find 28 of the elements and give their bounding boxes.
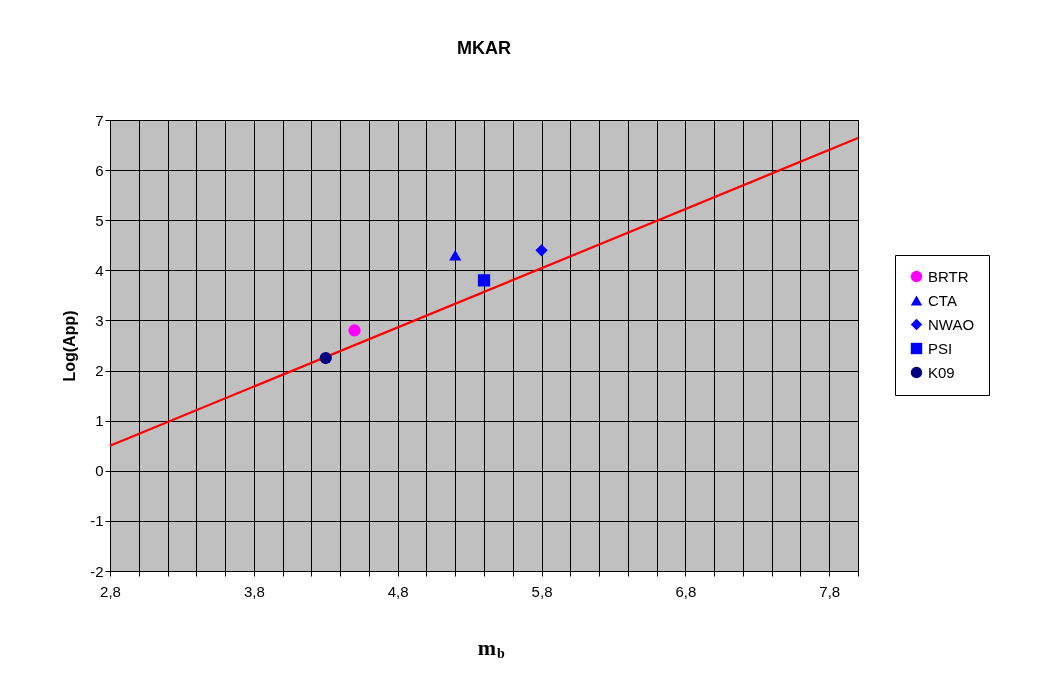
y-tick-label: -1 [90,512,104,530]
legend-label: NWAO [928,315,975,333]
point [535,244,548,257]
y-tick-label: 1 [95,412,104,430]
x-tick-label: 7,8 [819,582,841,600]
y-tick-label: 2 [95,362,104,380]
y-tick-label: 3 [95,311,104,329]
point [348,324,361,337]
y-tick-label: -2 [90,562,104,580]
y-tick-label: 0 [95,462,104,480]
point [449,250,462,261]
y-tick-label: 4 [95,261,104,279]
y-tick-label: 7 [95,111,104,129]
point [319,351,332,365]
legend-label: K09 [928,363,955,381]
legend-label: BRTR [928,267,969,285]
x-tick-label: 2,8 [100,582,121,600]
x-tick-label: 6,8 [675,582,697,600]
legend-label: CTA [928,291,957,309]
chart-title: MKAR [457,38,511,58]
x-tick-label: 3,8 [243,582,265,600]
legend-label: PSI [928,339,953,357]
x-tick-label: 5,8 [531,582,553,600]
x-tick-label: 4,8 [387,582,409,600]
y-tick-label: 5 [95,211,104,229]
y-axis-title: Log(App) [61,310,79,382]
point [477,274,491,287]
y-tick-label: 6 [95,161,104,179]
